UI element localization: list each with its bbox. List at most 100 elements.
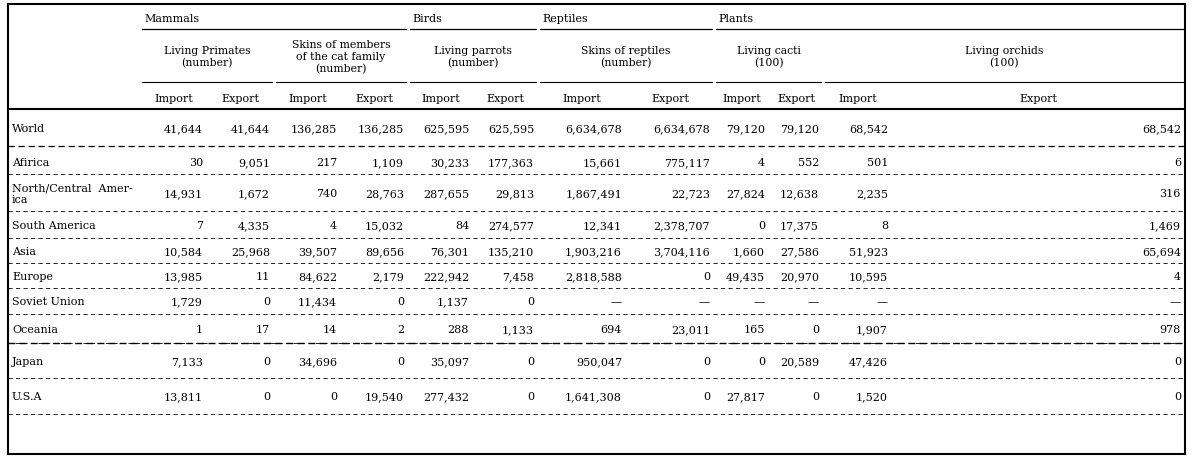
Text: Living orchids
(100): Living orchids (100)	[964, 46, 1043, 68]
Text: 11,434: 11,434	[298, 297, 337, 306]
Text: 694: 694	[601, 325, 622, 334]
Text: 2: 2	[397, 325, 404, 334]
Text: Import: Import	[838, 94, 877, 104]
Text: 41,644: 41,644	[163, 124, 203, 134]
Text: 1,641,308: 1,641,308	[565, 391, 622, 401]
Text: 35,097: 35,097	[430, 356, 468, 366]
Text: 625,595: 625,595	[488, 124, 534, 134]
Text: 51,923: 51,923	[849, 246, 888, 257]
Text: 7,458: 7,458	[502, 271, 534, 281]
Text: Living Primates
(number): Living Primates (number)	[163, 46, 250, 68]
Text: 30: 30	[188, 157, 203, 168]
Text: Import: Import	[722, 94, 760, 104]
Text: Import: Import	[154, 94, 193, 104]
Text: 68,542: 68,542	[1142, 124, 1181, 134]
Text: 501: 501	[867, 157, 888, 168]
Text: 1,660: 1,660	[733, 246, 765, 257]
Text: 1,469: 1,469	[1149, 220, 1181, 230]
Text: 0: 0	[527, 297, 534, 306]
Text: 13,811: 13,811	[163, 391, 203, 401]
Text: Skins of members
of the cat family
(number): Skins of members of the cat family (numb…	[292, 40, 390, 73]
Text: 1,109: 1,109	[372, 157, 404, 168]
Text: 217: 217	[316, 157, 337, 168]
Text: Living cacti
(100): Living cacti (100)	[737, 46, 801, 68]
Text: Living parrots
(number): Living parrots (number)	[434, 46, 511, 68]
Text: Import: Import	[563, 94, 602, 104]
Text: Export: Export	[651, 94, 689, 104]
Text: 6,634,678: 6,634,678	[565, 124, 622, 134]
Text: Skins of reptiles
(number): Skins of reptiles (number)	[582, 46, 671, 68]
Text: 2,235: 2,235	[856, 189, 888, 199]
Text: 4: 4	[758, 157, 765, 168]
Text: 136,285: 136,285	[358, 124, 404, 134]
Text: 10,584: 10,584	[163, 246, 203, 257]
Text: 4: 4	[330, 220, 337, 230]
Text: U.S.A: U.S.A	[12, 391, 43, 401]
Text: 6: 6	[1174, 157, 1181, 168]
Text: 0: 0	[263, 391, 271, 401]
Text: 0: 0	[1174, 391, 1181, 401]
Text: —: —	[753, 297, 765, 306]
Text: 0: 0	[263, 297, 271, 306]
Text: Japan: Japan	[12, 356, 44, 366]
Text: Import: Import	[288, 94, 327, 104]
Text: 89,656: 89,656	[365, 246, 404, 257]
Text: 222,942: 222,942	[423, 271, 468, 281]
Text: 9,051: 9,051	[238, 157, 271, 168]
Text: 135,210: 135,210	[488, 246, 534, 257]
Text: Asia: Asia	[12, 246, 36, 257]
Text: 0: 0	[812, 391, 819, 401]
Text: 4: 4	[1174, 271, 1181, 281]
Text: 1,137: 1,137	[437, 297, 468, 306]
Text: Import: Import	[421, 94, 460, 104]
Text: 7,133: 7,133	[172, 356, 203, 366]
Text: Plants: Plants	[718, 14, 753, 24]
Text: 30,233: 30,233	[430, 157, 468, 168]
Text: 84,622: 84,622	[298, 271, 337, 281]
Text: 29,813: 29,813	[495, 189, 534, 199]
Text: 1,907: 1,907	[856, 325, 888, 334]
Text: Export: Export	[1019, 94, 1057, 104]
Text: 79,120: 79,120	[780, 124, 819, 134]
Text: Export: Export	[486, 94, 524, 104]
Text: 950,047: 950,047	[576, 356, 622, 366]
Text: 11: 11	[256, 271, 271, 281]
Text: 27,824: 27,824	[726, 189, 765, 199]
Text: Export: Export	[777, 94, 815, 104]
Text: North/Central  Amer-
ica: North/Central Amer- ica	[12, 183, 132, 204]
Text: 0: 0	[758, 220, 765, 230]
Text: 17,375: 17,375	[780, 220, 819, 230]
Text: —: —	[808, 297, 819, 306]
Text: 0: 0	[527, 391, 534, 401]
Text: 20,589: 20,589	[780, 356, 819, 366]
Text: 79,120: 79,120	[726, 124, 765, 134]
Text: 25,968: 25,968	[231, 246, 271, 257]
Text: 277,432: 277,432	[423, 391, 468, 401]
Text: 0: 0	[703, 356, 710, 366]
Text: 68,542: 68,542	[849, 124, 888, 134]
Text: 0: 0	[1174, 356, 1181, 366]
Text: 34,696: 34,696	[298, 356, 337, 366]
Text: 19,540: 19,540	[365, 391, 404, 401]
Text: 177,363: 177,363	[488, 157, 534, 168]
Text: 39,507: 39,507	[298, 246, 337, 257]
Text: 23,011: 23,011	[671, 325, 710, 334]
Text: 14,931: 14,931	[163, 189, 203, 199]
Text: 27,586: 27,586	[780, 246, 819, 257]
Text: —: —	[1169, 297, 1181, 306]
Text: Oceania: Oceania	[12, 325, 58, 334]
Text: —: —	[610, 297, 622, 306]
Text: 316: 316	[1160, 189, 1181, 199]
Text: Export: Export	[355, 94, 393, 104]
Text: 625,595: 625,595	[423, 124, 468, 134]
Text: Mammals: Mammals	[144, 14, 199, 24]
Text: 1,520: 1,520	[856, 391, 888, 401]
Text: 49,435: 49,435	[726, 271, 765, 281]
Text: 1,672: 1,672	[238, 189, 271, 199]
Text: 1,133: 1,133	[502, 325, 534, 334]
Text: 0: 0	[812, 325, 819, 334]
Text: World: World	[12, 124, 45, 134]
Text: 15,032: 15,032	[365, 220, 404, 230]
Text: 4,335: 4,335	[238, 220, 271, 230]
Text: 14: 14	[323, 325, 337, 334]
